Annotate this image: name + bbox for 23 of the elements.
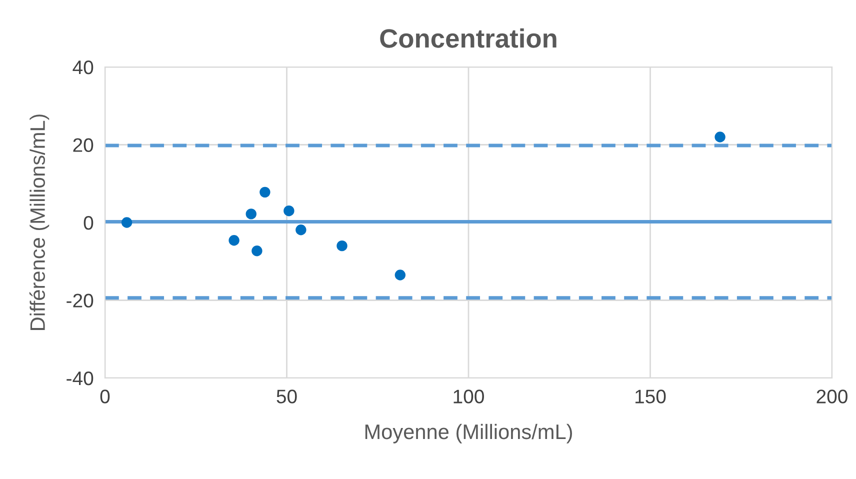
y-tick-label: -20 [66, 294, 94, 308]
x-tick-label: 50 [276, 390, 297, 404]
x-tick-label: 200 [816, 390, 848, 404]
x-tick-label: 150 [636, 390, 666, 404]
chart-title: Concentration [380, 28, 556, 48]
y-tick-label: 0 [84, 216, 94, 230]
point [296, 224, 306, 236]
point [336, 240, 348, 252]
x-axis-title: Moyenne (Millions/mL) [365, 424, 572, 444]
point [121, 217, 132, 228]
y-tick-label: -40 [66, 371, 94, 386]
point [260, 186, 270, 198]
x-tick-label: 100 [454, 390, 484, 404]
point [246, 208, 256, 220]
point [714, 132, 726, 142]
y-tick-label: 40 [72, 60, 94, 74]
point [252, 246, 262, 256]
point [394, 270, 406, 280]
x-tick-label: 0 [100, 390, 110, 404]
y-axis-title: Différence (Millions/mL) [29, 114, 50, 330]
point [228, 235, 240, 246]
point [284, 205, 294, 216]
y-tick-label: 20 [73, 138, 94, 152]
